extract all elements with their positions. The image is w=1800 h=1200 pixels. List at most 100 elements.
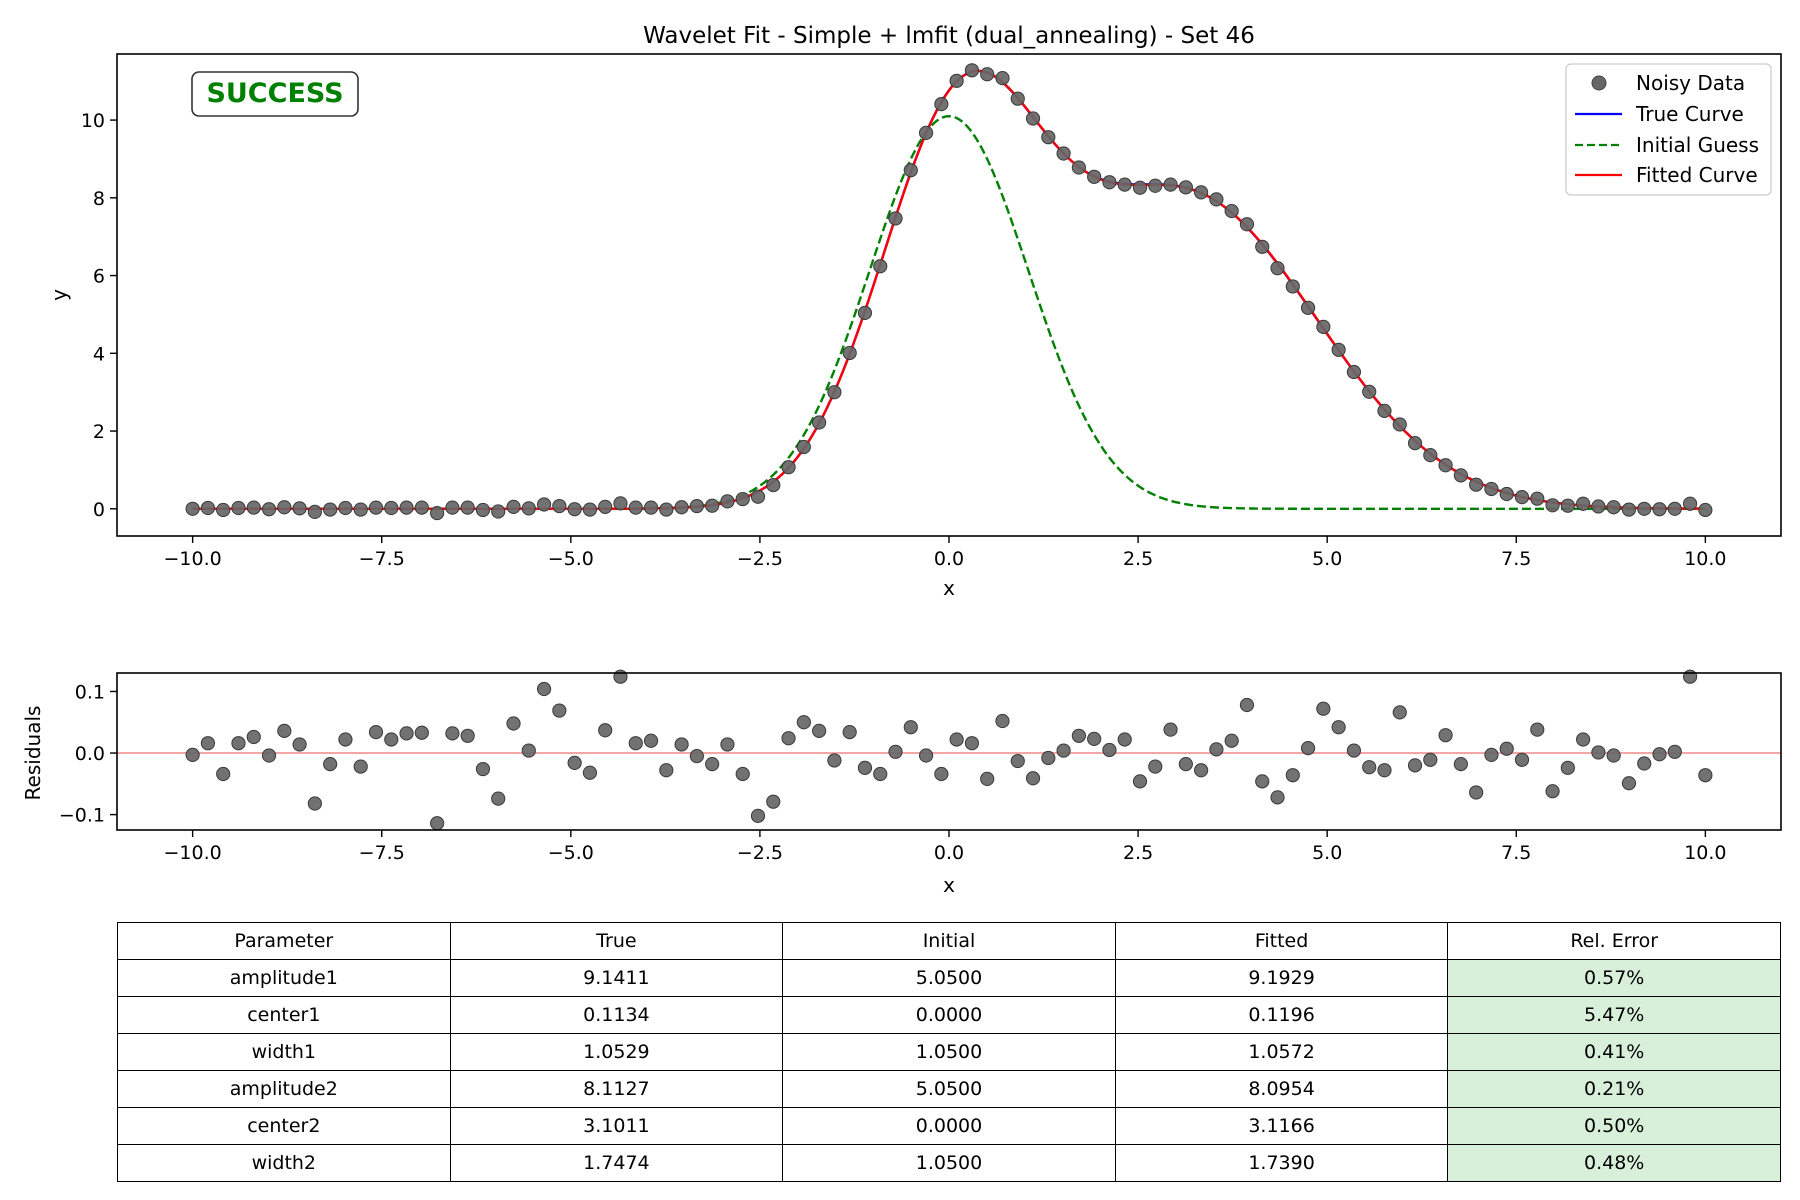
rel-error-cell: 5.47%	[1447, 996, 1781, 1034]
x-tick-label: −5.0	[548, 548, 594, 570]
residual-point	[307, 796, 322, 811]
noisy-data-point	[1621, 502, 1637, 517]
y-tick-label: −0.1	[59, 805, 105, 827]
noisy-data-point	[292, 501, 307, 516]
x-tick-label: 10.0	[1684, 548, 1726, 570]
noisy-data-point	[827, 385, 842, 400]
residual-point	[445, 726, 460, 741]
legend-label-true-curve: True Curve	[1635, 102, 1744, 126]
residual-point	[384, 732, 399, 747]
noisy-data-point	[1178, 180, 1193, 195]
noisy-data-point	[949, 73, 964, 88]
table-cell: 5.0500	[782, 1070, 1116, 1108]
residual-point	[796, 715, 811, 730]
noisy-data-point	[995, 71, 1010, 86]
noisy-data-point	[1652, 502, 1667, 517]
residual-point	[292, 737, 307, 752]
residuals-y-axis-label: Residuals	[21, 706, 45, 801]
noisy-data-point	[1117, 177, 1132, 192]
table-cell: width2	[117, 1144, 451, 1182]
y-tick-label: 0.1	[75, 681, 105, 703]
noisy-data-point	[628, 500, 643, 515]
noisy-data-point	[353, 502, 368, 517]
table-cell: 1.7390	[1114, 1144, 1449, 1182]
noisy-data-point	[246, 500, 261, 515]
residual-point	[1224, 733, 1239, 748]
noisy-data-point	[857, 305, 873, 320]
table-cell: 0.0000	[782, 1107, 1116, 1145]
x-tick-label: 7.5	[1501, 842, 1531, 864]
fitted-curve	[192, 69, 1706, 510]
residual-point	[720, 737, 735, 752]
noisy-data-point	[1331, 342, 1346, 357]
noisy-data-point	[200, 500, 216, 516]
noisy-data-point	[368, 500, 384, 515]
noisy-data-point	[1056, 146, 1071, 161]
noisy-data-point	[1606, 500, 1621, 515]
residual-point	[246, 729, 261, 745]
x-tick-label: −7.5	[359, 548, 405, 570]
residual-point	[231, 736, 246, 751]
x-tick-label: −7.5	[359, 842, 405, 864]
residual-point	[949, 732, 964, 747]
table-cell: 1.0529	[449, 1033, 784, 1071]
residual-point	[1087, 731, 1102, 746]
x-tick-label: 7.5	[1501, 548, 1531, 570]
rel-error-cell: 0.50%	[1447, 1107, 1781, 1145]
y-tick-label: 0	[93, 499, 105, 521]
noisy-data-point	[460, 500, 475, 515]
residual-point	[1056, 743, 1071, 758]
noisy-data-point	[1682, 496, 1698, 511]
residual-point	[995, 713, 1010, 729]
residual-point	[1576, 732, 1591, 747]
residuals-plot: −10.0 −7.5 −5.0 −2.5 0.0 2.5 5.0 7.5 10.0 −0.1 0.…	[21, 669, 1782, 897]
table-cell: center1	[117, 996, 451, 1034]
noisy-data-point	[1484, 481, 1499, 497]
noisy-data-point	[1560, 498, 1575, 513]
residual-point	[1423, 752, 1438, 767]
noisy-data-point	[1148, 178, 1163, 193]
residual-point	[368, 725, 384, 740]
noisy-data-point	[491, 504, 506, 519]
noisy-data-point	[1010, 91, 1025, 106]
noisy-data-point	[1423, 448, 1438, 463]
noisy-data-point	[521, 501, 536, 516]
noisy-data-point	[475, 502, 491, 518]
residual-point	[1499, 741, 1514, 756]
x-tick-label: 0.0	[934, 842, 964, 864]
x-tick-label: 2.5	[1123, 842, 1153, 864]
noisy-data-point	[582, 502, 598, 517]
table-header-row: Parameter True Initial Fitted Rel. Error	[117, 922, 1781, 960]
main-curves	[192, 69, 1706, 510]
residual-point	[705, 757, 720, 772]
residual-point	[552, 703, 567, 718]
table-cell: width1	[117, 1033, 451, 1071]
noisy-data-point	[567, 502, 582, 517]
y-tick-label: 10	[81, 110, 105, 132]
table-row: amplitude1 9.1411 5.0500 9.1929 0.57%	[117, 959, 1781, 997]
residual-point	[1362, 760, 1377, 775]
noisy-data-point	[689, 498, 704, 514]
noisy-data-point	[1576, 496, 1591, 511]
noisy-data-point	[766, 477, 781, 493]
residual-point	[1469, 785, 1484, 800]
noisy-data-point	[1545, 498, 1560, 513]
noisy-data-point	[750, 489, 766, 504]
noisy-data-point	[1041, 130, 1056, 145]
residual-point	[1698, 768, 1713, 783]
residual-point	[628, 736, 643, 751]
residual-point	[1545, 784, 1560, 799]
table-cell: 9.1411	[449, 959, 784, 997]
residual-point	[506, 716, 521, 731]
residual-point	[1377, 763, 1392, 778]
noisy-data-point	[812, 415, 827, 430]
residual-point	[766, 794, 781, 809]
legend-label-fitted-curve: Fitted Curve	[1636, 163, 1758, 187]
noisy-data-point	[1438, 458, 1453, 473]
residual-point	[873, 766, 888, 782]
residual-point	[918, 748, 934, 763]
table-cell: 3.1011	[449, 1107, 784, 1145]
success-badge-text: SUCCESS	[206, 78, 343, 109]
noisy-data-point	[1362, 384, 1377, 399]
table-row: center1 0.1134 0.0000 0.1196 5.47%	[117, 996, 1781, 1034]
